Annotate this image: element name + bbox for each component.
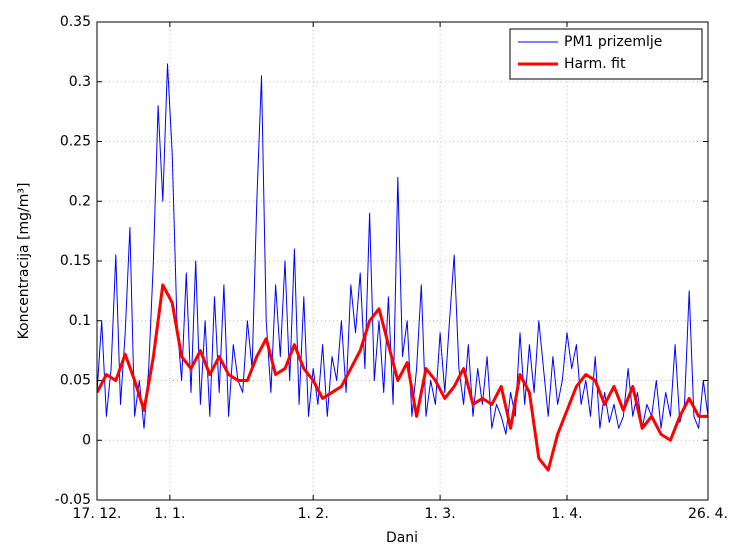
y-tick-label: 0.05 [60,373,91,389]
x-tick-label: 1. 3. [425,506,456,522]
y-tick-label: 0.25 [60,134,91,150]
legend-label: PM1 prizemlje [564,34,662,50]
y-tick-label: 0.3 [69,74,91,90]
x-tick-label: 17. 12. [73,506,122,522]
y-tick-label: -0.05 [55,492,91,508]
series-line [97,283,708,472]
x-tick-label: 1. 4. [551,506,582,522]
x-tick-label: 1. 1. [154,506,185,522]
legend-box [509,28,703,80]
y-axis-label: Koncentracija [mg/m³] [16,183,32,340]
x-tick-label: 26. 4. [688,506,728,522]
plot-frame [96,21,709,501]
y-tick-label: 0.35 [60,14,91,30]
legend-label: Harm. fit [564,56,626,72]
y-tick-label: 0 [82,432,91,448]
y-tick-label: 0.2 [69,193,91,209]
y-tick-label: 0.15 [60,253,91,269]
x-tick-label: 1. 2. [298,506,329,522]
x-axis-label: Dani [386,530,418,546]
y-tick-label: 0.1 [69,313,91,329]
